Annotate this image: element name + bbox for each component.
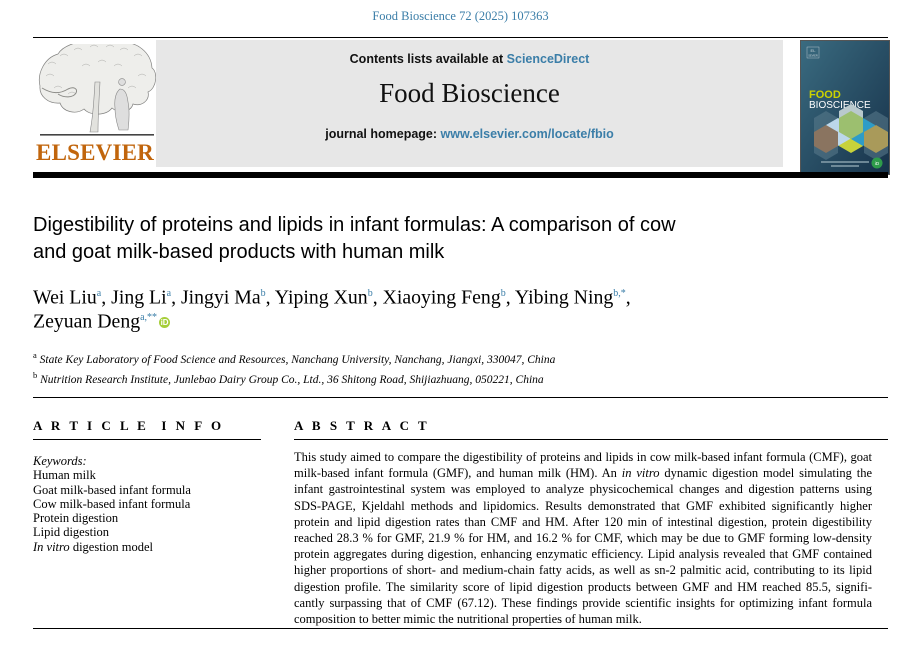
svg-text:EL: EL bbox=[811, 48, 817, 53]
svg-text:BIOSCIENCE: BIOSCIENCE bbox=[809, 100, 871, 111]
svg-text:SEVIER: SEVIER bbox=[808, 54, 818, 58]
svg-text:iD: iD bbox=[875, 161, 880, 166]
